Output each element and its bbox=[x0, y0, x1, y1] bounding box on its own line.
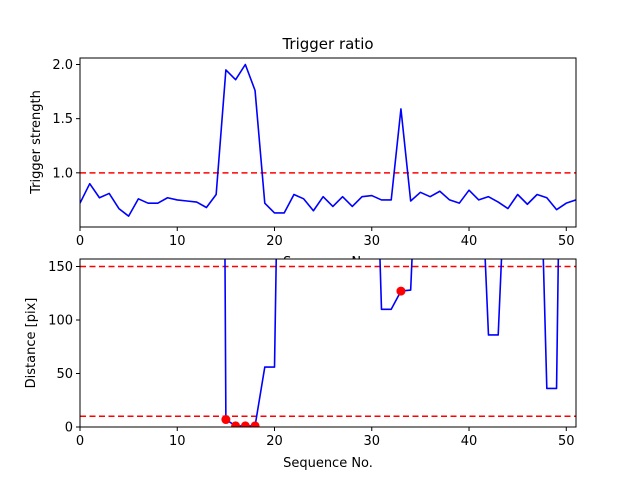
data-point-marker bbox=[231, 421, 241, 427]
y-tick-label: 100 bbox=[48, 313, 73, 328]
data-point-marker bbox=[221, 415, 231, 425]
plot-area bbox=[80, 259, 576, 427]
y-tick-label: 2.0 bbox=[52, 58, 73, 73]
x-tick-label: 20 bbox=[266, 434, 283, 449]
x-tick-label: 30 bbox=[363, 434, 380, 449]
x-tick-label: 40 bbox=[461, 434, 478, 449]
x-tick-label: 0 bbox=[76, 234, 84, 249]
x-tick-label: 10 bbox=[169, 434, 186, 449]
x-tick-label: 50 bbox=[558, 234, 575, 249]
x-axis-label: Sequence No. bbox=[283, 456, 373, 471]
chart-title: Trigger ratio bbox=[281, 35, 373, 53]
series-line bbox=[224, 259, 560, 427]
x-tick-label: 50 bbox=[558, 434, 575, 449]
axes-frame bbox=[79, 258, 577, 428]
distance-axes: 0 10 20 30 40 50 0 50 100 150 Sequence No. Distan… bbox=[24, 258, 577, 471]
axes-frame bbox=[79, 57, 577, 228]
x-tick-label: 10 bbox=[169, 234, 186, 249]
x-tick-label: 30 bbox=[363, 234, 380, 249]
series-line bbox=[80, 63, 576, 217]
y-tick-label: 50 bbox=[56, 367, 73, 382]
y-tick-label: 0 bbox=[65, 421, 73, 436]
y-tick-label: 150 bbox=[48, 260, 73, 275]
y-tick-label: 1.0 bbox=[52, 166, 73, 181]
data-point-marker bbox=[240, 421, 250, 427]
data-point-marker bbox=[250, 421, 260, 427]
y-tick-label: 1.5 bbox=[52, 112, 73, 127]
x-tick-label: 40 bbox=[461, 234, 478, 249]
data-point-marker bbox=[396, 286, 406, 296]
x-tick-label: 0 bbox=[76, 434, 84, 449]
x-tick-label: 20 bbox=[266, 234, 283, 249]
y-axis-label: Distance [pix] bbox=[24, 298, 39, 389]
y-axis-label: Trigger strength bbox=[29, 90, 44, 195]
